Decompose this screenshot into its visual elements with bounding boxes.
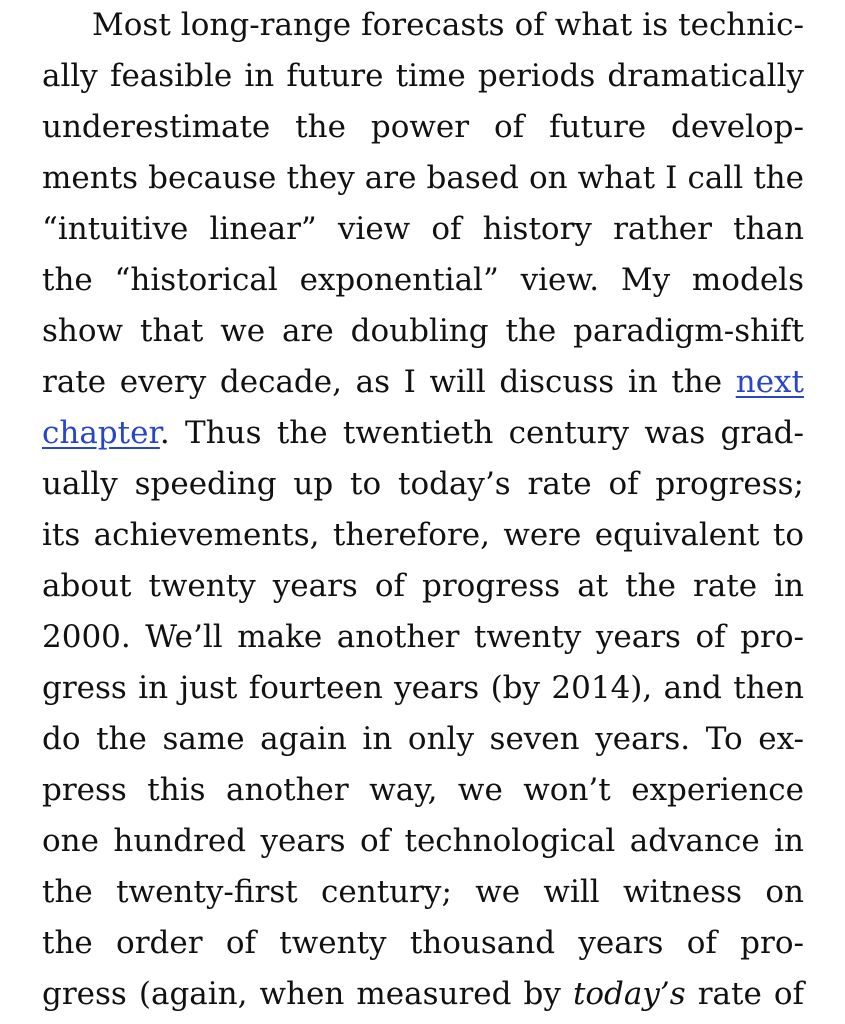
next-chapter-link-part-1[interactable]: next — [735, 364, 804, 400]
text-line: about twenty years of progress at the ra… — [42, 568, 804, 604]
text-line: the “historical exponential” view. My mo… — [42, 262, 804, 298]
text-line: “intuitive linear” view of history rathe… — [42, 211, 804, 247]
text-line: its achievements, therefore, were equiva… — [42, 517, 804, 553]
body-paragraph: Most long-range forecasts of what is tec… — [42, 0, 804, 1020]
text-line: do the same again in only seven years. T… — [42, 721, 804, 757]
text-segment: rate of — [685, 976, 804, 1012]
text-line: gress in just fourteen years (by 2014), … — [42, 670, 804, 706]
next-chapter-link-part-2[interactable]: chapter — [42, 415, 160, 451]
text-line: underestimate the power of future develo… — [42, 109, 804, 145]
text-line: gress (again, when measured by today’s r… — [42, 969, 804, 1020]
text-segment: . Thus the twentieth century was grad- — [159, 415, 804, 451]
text-line: chapter. Thus the twentieth century was … — [42, 408, 804, 459]
text-line: press this another way, we won’t experie… — [42, 772, 804, 808]
text-segment: rate every decade, as I will discuss in … — [42, 364, 736, 400]
text-line: one hundred years of technological advan… — [42, 823, 804, 859]
text-line: ments because they are based on what I c… — [42, 160, 804, 196]
text-line: Most long-range forecasts of what is tec… — [92, 7, 804, 43]
text-segment: gress (again, when measured by — [42, 976, 573, 1012]
text-line: the twenty-first century; we will witnes… — [42, 874, 804, 910]
text-line: the order of twenty thousand years of pr… — [42, 925, 804, 961]
emphasis-text: today’s — [572, 976, 686, 1012]
text-line: ually speeding up to today’s rate of pro… — [42, 466, 804, 502]
text-line: show that we are doubling the paradigm-s… — [42, 313, 804, 349]
text-line: ally feasible in future time periods dra… — [42, 58, 804, 94]
text-line: 2000. We’ll make another twenty years of… — [42, 619, 804, 655]
text-line: rate every decade, as I will discuss in … — [42, 357, 804, 408]
